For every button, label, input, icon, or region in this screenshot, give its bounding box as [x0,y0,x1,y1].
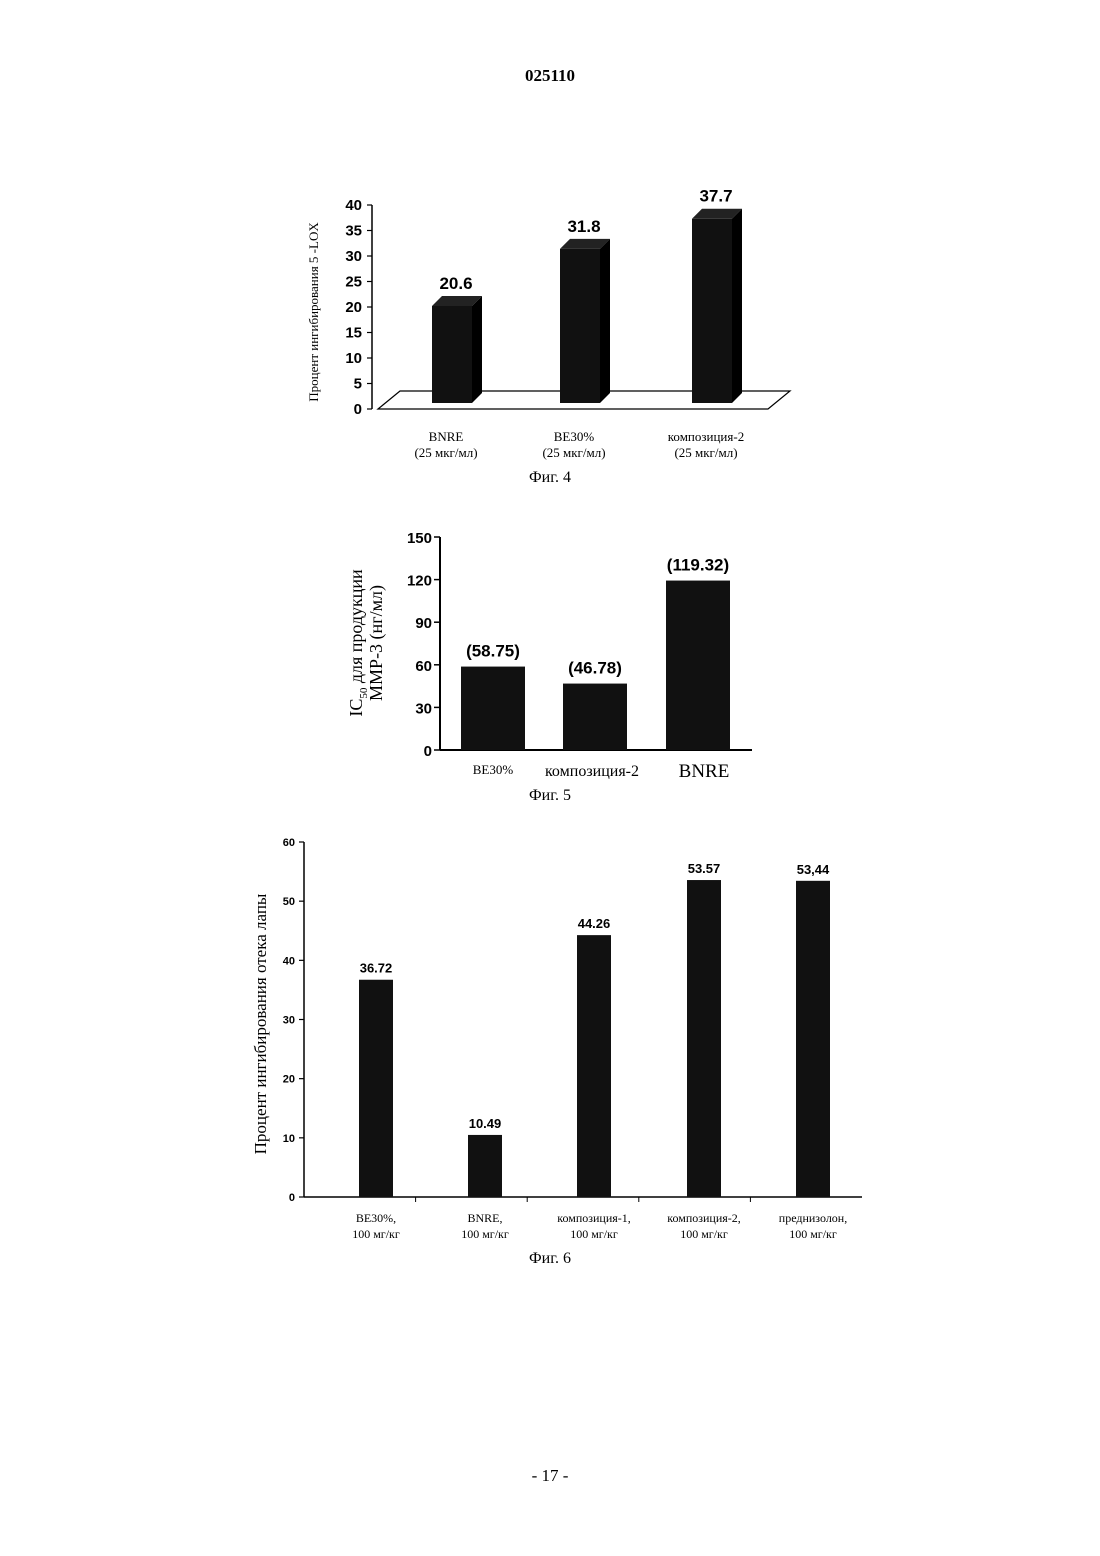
y-tick-label: 120 [407,573,432,590]
bar-3 [577,935,611,1197]
value-label: 20.6 [439,274,472,293]
x-tick-label: (25 мкг/мл) [414,445,477,460]
x-tick-label: BE30% [473,762,514,777]
x-tick-label: 100 мг/кг [789,1227,837,1241]
bar-side [472,296,482,403]
figure-caption: Фиг. 5 [529,787,571,804]
bar-2 [468,1135,502,1197]
y-tick-label: 60 [415,658,432,675]
x-tick-label: композиция-2 [545,763,639,780]
y-axis-label-line2: MMP-3 (нг/мл) [366,585,387,701]
y-tick-label: 15 [345,325,362,342]
x-tick-label: BE30%, [356,1211,396,1225]
value-label: 53,44 [797,862,830,877]
bar-3 [692,209,742,403]
x-tick-label: (25 мкг/мл) [674,445,737,460]
bar-1 [359,980,393,1197]
bar-side [600,239,610,403]
y-tick-label: 10 [345,350,362,367]
x-tick-label: композиция-2, [667,1211,741,1225]
y-tick-label: 60 [283,837,295,849]
value-label: 37.7 [699,187,732,206]
x-tick-label: 100 мг/кг [461,1227,509,1241]
y-tick-label: 35 [345,223,362,240]
figure-5-chart: 0 30 60 90 120 150 (58.75) (46.78) (119.32) BE30%… [346,530,752,804]
y-tick-label: 0 [424,743,432,760]
y-tick-label: 40 [345,197,362,214]
value-label: 10.49 [469,1116,502,1131]
figure-4-chart: 051015202530354020.6BNRE(25 мкг/мл)31.8B… [306,187,790,486]
value-label: 53.57 [688,861,721,876]
y-tick-label: 40 [283,955,295,967]
bar-front [560,249,600,403]
bar-3 [666,581,730,750]
bar-side [732,209,742,403]
figure-6-chart: 0 10 20 30 40 50 60 36.72 BE30%, 100 мг/кг 10.49 BN… [251,837,862,1267]
value-label: (119.32) [667,556,729,575]
y-tick-label: 30 [345,248,362,265]
x-tick-label: 100 мг/кг [680,1227,728,1241]
y-tick-label: 5 [354,376,362,393]
x-tick-label: 100 мг/кг [570,1227,618,1241]
x-tick-label: BE30% [554,429,595,444]
bar-2 [560,239,610,403]
bar-2 [563,684,627,750]
y-tick-label: 25 [345,274,362,291]
x-tick-label: преднизолон, [779,1211,847,1225]
y-tick-label: 30 [415,700,432,717]
value-label: 44.26 [578,916,611,931]
figure-caption: Фиг. 6 [529,1250,571,1267]
x-tick-label: BNRE [429,429,464,444]
page-number: - 17 - [0,1466,1100,1486]
x-tick-label: композиция-1, [557,1211,631,1225]
x-tick-label: 100 мг/кг [352,1227,400,1241]
y-axis-label: Процент ингибирования 5 -LOX [306,222,321,402]
value-label: (46.78) [568,659,622,678]
y-tick-label: 50 [283,896,295,908]
bar-front [692,219,732,403]
y-tick-label: 150 [407,530,432,547]
y-tick-label: 0 [289,1192,295,1204]
bar-1 [461,667,525,750]
x-tick-label: BNRE [679,761,730,782]
y-tick-label: 30 [283,1015,295,1027]
x-tick-label: (25 мкг/мл) [542,445,605,460]
value-label: (58.75) [466,642,520,661]
bar-1 [432,296,482,403]
y-tick-label: 90 [415,615,432,632]
y-tick-label: 10 [283,1133,295,1145]
figure-caption: Фиг. 4 [529,469,571,486]
bar-4 [687,880,721,1197]
bar-front [432,306,472,403]
x-tick-label: BNRE, [467,1211,502,1225]
x-tick-label: композиция-2 [668,429,744,444]
y-tick-label: 20 [345,299,362,316]
value-label: 31.8 [567,217,600,236]
y-axis-label: Процент ингибирования отека лапы [251,893,270,1154]
value-label: 36.72 [360,961,393,976]
bar-5 [796,881,830,1197]
y-tick-label: 20 [283,1074,295,1086]
y-tick-label: 0 [354,401,362,418]
